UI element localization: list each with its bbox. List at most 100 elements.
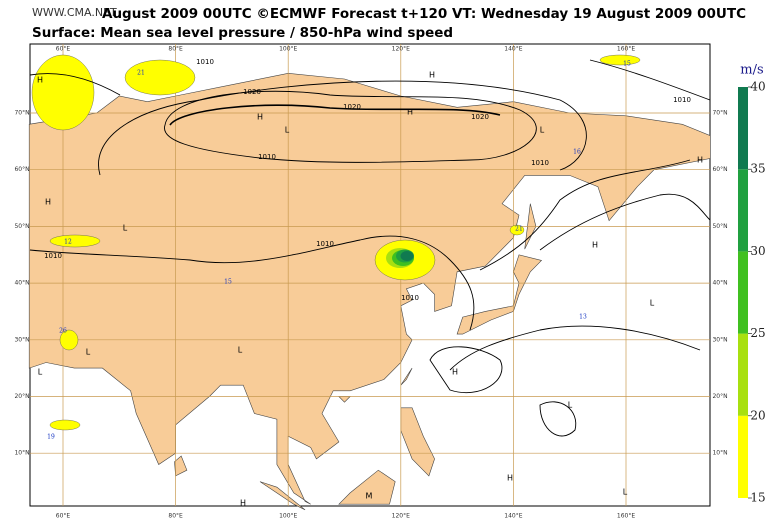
isobar-label: 1010 xyxy=(531,159,549,167)
wind-area xyxy=(509,224,525,236)
lat-label: 40°N xyxy=(712,280,727,287)
isobar-label: 1010 xyxy=(673,96,691,104)
landmass xyxy=(400,407,435,477)
isobar-label: 1010 xyxy=(196,58,214,66)
colorbar-tick-label: 15 xyxy=(750,491,765,505)
lat-label: 50°N xyxy=(712,223,727,230)
lat-label: 70°N xyxy=(712,110,727,117)
lat-label: 60°N xyxy=(14,166,29,173)
wind-speed-label: 15 xyxy=(224,279,232,286)
lon-label: 140°E xyxy=(504,513,522,520)
lat-label: 40°N xyxy=(14,280,29,287)
pressure-center: L xyxy=(623,488,628,497)
isobar xyxy=(479,159,691,271)
isobar xyxy=(429,346,503,394)
wind-area xyxy=(124,59,196,96)
wind-area xyxy=(31,54,95,131)
wind-speed-label: 21 xyxy=(515,226,523,233)
wind-speed-label: 26 xyxy=(59,328,67,335)
pressure-center: H xyxy=(45,198,51,207)
isobar-label: 1010 xyxy=(258,153,276,161)
pressure-center: H xyxy=(507,474,513,483)
pressure-center: H xyxy=(429,71,435,80)
colorbar-tick-label: 40 xyxy=(750,80,765,94)
wind-area xyxy=(49,234,101,248)
wind-speed-label: 21 xyxy=(137,70,145,77)
watermark: WWW.CMA.NET xyxy=(32,6,117,19)
colorbar-swatch xyxy=(738,251,748,334)
wind-speed-label: 19 xyxy=(47,434,55,441)
lat-label: 10°N xyxy=(712,450,727,457)
landmass xyxy=(174,455,188,477)
lat-label: 30°N xyxy=(14,336,29,343)
weather-layer xyxy=(29,54,711,437)
lat-label: 30°N xyxy=(712,336,727,343)
pressure-center: L xyxy=(38,368,43,377)
lon-label: 60°E xyxy=(56,513,71,520)
lat-label: 50°N xyxy=(14,223,29,230)
colorbar-tick-label: 25 xyxy=(750,326,765,340)
pressure-center: L xyxy=(650,299,655,308)
lon-label: 160°E xyxy=(617,46,635,53)
isobar-label: 1020 xyxy=(243,88,261,96)
lon-label: 160°E xyxy=(617,513,635,520)
isobar xyxy=(98,80,587,176)
lon-label: 120°E xyxy=(392,46,410,53)
wind-area xyxy=(59,329,79,351)
pressure-center: H xyxy=(592,241,598,250)
lat-label: 20°N xyxy=(712,393,727,400)
pressure-center: L xyxy=(238,346,243,355)
pressure-center: H xyxy=(240,499,246,508)
title: August 2009 00UTC ©ECMWF Forecast t+120 … xyxy=(102,6,746,22)
landmass xyxy=(400,367,413,386)
subtitle: Surface: Mean sea level pressure / 850-h… xyxy=(32,25,453,41)
wind-speed-label: 16 xyxy=(573,149,581,156)
lon-label: 100°E xyxy=(279,513,297,520)
wind-area xyxy=(49,419,81,431)
isobar-label: 1010 xyxy=(316,240,334,248)
pressure-center: L xyxy=(123,224,128,233)
isobar xyxy=(589,59,711,101)
isobar xyxy=(164,90,537,163)
pressure-center: L xyxy=(568,401,573,410)
isobar xyxy=(449,325,701,371)
landmass xyxy=(456,254,543,335)
pressure-center: H xyxy=(37,76,43,85)
isobar-label: 1010 xyxy=(44,252,62,260)
pressure-center: L xyxy=(86,348,91,357)
wind-area xyxy=(599,54,641,66)
isobar xyxy=(539,401,577,437)
isobar xyxy=(29,235,475,331)
isobar-label: 1020 xyxy=(343,103,361,111)
pressure-center: H xyxy=(257,113,263,122)
wind-speed-label: 15 xyxy=(623,61,631,68)
isobar xyxy=(169,104,501,126)
lon-label: 120°E xyxy=(392,513,410,520)
pressure-center: L xyxy=(540,126,545,135)
wind-speed-label: 13 xyxy=(579,314,587,321)
pressure-center: H xyxy=(697,156,703,165)
lat-label: 70°N xyxy=(14,110,29,117)
lat-label: 60°N xyxy=(712,166,727,173)
pressure-center: H xyxy=(452,368,458,377)
colorbar-swatch xyxy=(738,333,748,416)
landmass xyxy=(338,469,396,505)
isobar-label: 1010 xyxy=(401,294,419,302)
pressure-center: L xyxy=(285,126,290,135)
lat-label: 10°N xyxy=(14,450,29,457)
colorbar-swatch xyxy=(738,415,748,498)
colorbar-unit: m/s xyxy=(740,63,763,78)
wind-speed-label: 12 xyxy=(64,239,72,246)
lon-label: 60°E xyxy=(56,46,71,53)
pressure-center: H xyxy=(407,108,413,117)
wind-core xyxy=(400,251,414,261)
isobar xyxy=(29,73,121,96)
colorbar-swatch xyxy=(738,169,748,252)
label-layer: 1010 1020 1020 1020 1010 1010 1010 1010 1010 1010… xyxy=(37,58,703,508)
colorbar-tick-label: 20 xyxy=(750,408,765,422)
lon-label: 80°E xyxy=(168,513,183,520)
colorbar-swatch xyxy=(738,87,748,170)
colorbar-tick-label: 30 xyxy=(750,244,765,258)
